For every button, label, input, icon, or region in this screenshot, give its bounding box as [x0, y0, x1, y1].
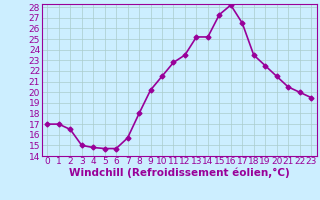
X-axis label: Windchill (Refroidissement éolien,°C): Windchill (Refroidissement éolien,°C) — [69, 168, 290, 178]
